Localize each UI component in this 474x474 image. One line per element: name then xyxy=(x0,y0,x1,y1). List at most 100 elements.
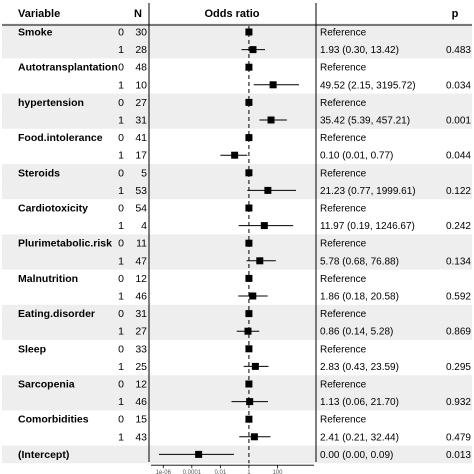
reference-marker xyxy=(245,380,253,388)
n-label: 12 xyxy=(135,379,147,391)
estimate-text: Reference xyxy=(320,239,367,250)
estimate-text: Reference xyxy=(320,309,367,320)
estimate-text: Reference xyxy=(320,415,367,426)
level-label: 1 xyxy=(118,396,124,408)
estimate-marker xyxy=(249,46,257,54)
reference-marker xyxy=(245,274,253,282)
level-label: 1 xyxy=(118,291,124,303)
level-label: 0 xyxy=(118,97,124,109)
estimate-marker xyxy=(256,257,264,265)
level-label: 0 xyxy=(118,167,124,179)
n-label: 33 xyxy=(135,343,147,355)
reference-marker xyxy=(245,98,253,106)
estimate-marker xyxy=(249,292,257,300)
n-label: 30 xyxy=(135,27,147,39)
p-value: 0.295 xyxy=(446,362,471,373)
estimate-marker xyxy=(244,327,252,335)
variable-label: Comorbidities xyxy=(18,414,89,426)
p-value: 0.483 xyxy=(446,45,471,56)
estimate-marker xyxy=(269,81,277,89)
p-value: 0.122 xyxy=(446,186,471,197)
level-label: 0 xyxy=(118,238,124,250)
n-label: 10 xyxy=(135,79,147,91)
variable-label: hypertension xyxy=(18,97,84,109)
estimate-text: 1.13 (0.06, 21.70) xyxy=(320,397,399,408)
level-label: 1 xyxy=(118,79,124,91)
n-label: 48 xyxy=(135,62,147,74)
estimate-text: 0.10 (0.01, 0.77) xyxy=(320,151,393,162)
row-group: Smoke 0 30 Reference 1 28 1.93 (0.30, 13.42) 0.… xyxy=(18,27,471,461)
variable-label: Eating.disorder xyxy=(18,308,95,320)
reference-marker xyxy=(245,63,253,71)
estimate-text: 11.97 (0.19, 1246.67) xyxy=(320,221,415,232)
x-tick-label: 1e-06 xyxy=(156,470,172,474)
level-label: 1 xyxy=(118,150,124,162)
level-label: 0 xyxy=(118,414,124,426)
estimate-text: Reference xyxy=(320,63,367,74)
variable-label: Cardiotoxicity xyxy=(18,203,88,215)
estimate-text: 1.86 (0.18, 20.58) xyxy=(320,292,399,303)
row-shade xyxy=(2,375,472,393)
reference-marker xyxy=(245,310,253,318)
level-label: 1 xyxy=(118,431,124,443)
n-label: 27 xyxy=(135,326,147,338)
variable-label: (Intercept) xyxy=(18,449,69,461)
row-shade xyxy=(2,304,472,323)
n-label: 54 xyxy=(135,203,147,215)
header-odds-ratio: Odds ratio xyxy=(204,8,259,20)
level-label: 1 xyxy=(118,220,124,232)
n-label: 17 xyxy=(135,150,147,162)
n-label: 47 xyxy=(135,255,147,267)
level-label: 0 xyxy=(118,379,124,391)
level-label: 0 xyxy=(118,343,124,355)
n-label: 4 xyxy=(141,220,147,232)
reference-marker xyxy=(245,134,253,142)
n-label: 46 xyxy=(135,291,147,303)
n-label: 46 xyxy=(135,396,147,408)
level-label: 0 xyxy=(118,203,124,215)
row-shade xyxy=(2,181,472,200)
level-label: 1 xyxy=(118,115,124,127)
variable-label: Smoke xyxy=(18,27,53,39)
header-p: p xyxy=(452,8,459,20)
p-value: 0.592 xyxy=(446,292,471,303)
estimate-marker xyxy=(260,222,268,230)
estimate-text: 0.86 (0.14, 5.28) xyxy=(320,327,393,338)
n-label: 31 xyxy=(135,115,147,127)
reference-marker xyxy=(245,169,253,177)
n-label: 27 xyxy=(135,97,147,109)
n-label: 53 xyxy=(135,185,147,197)
reference-marker xyxy=(245,415,253,423)
p-value: 0.034 xyxy=(446,80,471,91)
reference-marker xyxy=(245,28,253,36)
n-label: 43 xyxy=(135,431,147,443)
estimate-text: Reference xyxy=(320,204,367,215)
estimate-text: 2.83 (0.43, 23.59) xyxy=(320,362,399,373)
row-shade xyxy=(2,93,472,112)
estimate-marker xyxy=(251,362,259,370)
level-label: 1 xyxy=(118,361,124,373)
estimate-text: 0.00 (0.00, 0.09) xyxy=(320,450,393,461)
estimate-text: 49.52 (2.15, 3195.72) xyxy=(320,80,416,91)
p-value: 0.242 xyxy=(446,221,471,232)
variable-label: Autotransplantation xyxy=(18,62,118,74)
reference-marker xyxy=(245,239,253,247)
n-label: 15 xyxy=(135,414,147,426)
row-shading xyxy=(2,23,472,464)
variable-label: Steroids xyxy=(18,167,60,179)
estimate-text: Reference xyxy=(320,98,367,109)
variable-label: Malnutrition xyxy=(18,273,78,285)
variable-label: Food.intolerance xyxy=(18,132,103,144)
p-value: 0.001 xyxy=(446,116,471,127)
n-label: 11 xyxy=(136,238,147,250)
level-label: 0 xyxy=(118,308,124,320)
n-label: 41 xyxy=(135,132,147,144)
x-tick-label: 0.01 xyxy=(215,470,227,474)
p-value: 0.134 xyxy=(446,256,471,267)
level-label: 1 xyxy=(118,185,124,197)
p-value: 0.932 xyxy=(446,397,471,408)
estimate-text: 35.42 (5.39, 457.21) xyxy=(320,116,410,127)
reference-marker xyxy=(245,345,253,353)
x-tick-label: 100 xyxy=(272,470,283,474)
